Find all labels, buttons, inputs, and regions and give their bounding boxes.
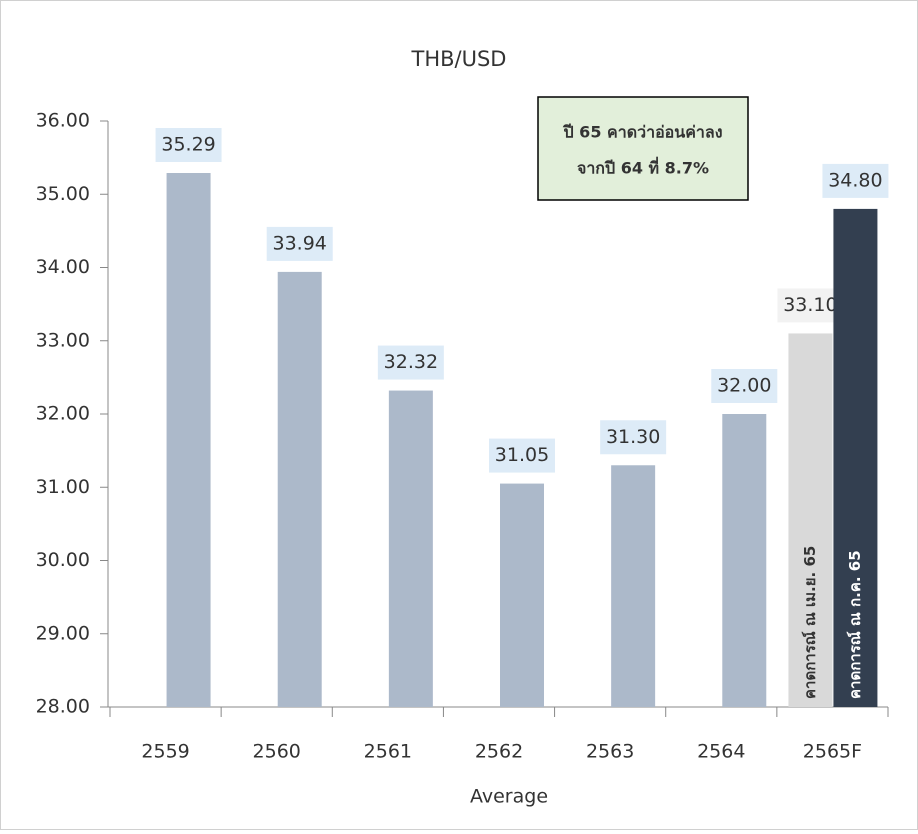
value-label-bg: [266, 226, 333, 261]
x-tick-label: 2565F: [803, 741, 862, 763]
value-label: 33.10: [783, 294, 837, 316]
x-tick-label: 2562: [475, 741, 523, 763]
bar: [611, 465, 656, 707]
value-label-bg: [711, 369, 778, 403]
x-tick-label: 2564: [697, 741, 745, 763]
y-tick-label: 36.00: [36, 110, 90, 132]
y-tick-label: 32.00: [36, 403, 90, 425]
series-label: คาดการณ์ ณ เม.ย. 65: [801, 546, 819, 699]
y-tick-label: 28.00: [36, 696, 90, 718]
y-tick-label: 33.00: [36, 329, 90, 351]
value-label: 31.30: [606, 426, 660, 448]
y-tick-label: 30.00: [36, 549, 90, 571]
value-label: 34.80: [828, 169, 882, 191]
series-label: คาดการณ์ ณ ก.ค. 65: [846, 550, 864, 699]
value-label: 32.32: [384, 351, 438, 373]
x-tick-label: 2560: [253, 741, 301, 763]
bar: [722, 414, 767, 707]
value-label-bg: [155, 128, 222, 163]
bar: [833, 208, 878, 707]
y-tick-label: 34.00: [36, 256, 90, 278]
y-tick-label: 31.00: [36, 476, 90, 498]
annotation: จากปี 64 ที่ 8.7%: [577, 157, 709, 178]
y-tick-label: 29.00: [36, 622, 90, 644]
x-tick-label: 2559: [141, 741, 189, 763]
x-tick-label: 2563: [586, 741, 634, 763]
value-label-bg: [377, 345, 444, 380]
bar: [277, 271, 322, 707]
value-label: 33.94: [273, 232, 327, 254]
annotation-box: [537, 96, 749, 201]
value-label-bg: [600, 420, 667, 455]
bar: [500, 483, 544, 707]
y-tick-label: 35.00: [36, 183, 90, 205]
bar: [388, 390, 433, 707]
value-label-bg: [489, 438, 555, 473]
value-label-bg: [822, 163, 889, 198]
x-axis-label: Average: [470, 786, 548, 808]
bar: [166, 173, 211, 707]
value-label-bg: [777, 288, 844, 323]
value-label: 32.00: [717, 375, 771, 397]
x-tick-label: 2561: [364, 741, 412, 763]
annotation: ปี 65 คาดว่าอ่อนค่าลง: [562, 123, 722, 142]
bar: [788, 333, 833, 707]
chart-title: THB/USD: [411, 47, 507, 71]
value-label: 35.29: [161, 134, 215, 156]
value-label: 31.05: [495, 444, 549, 466]
